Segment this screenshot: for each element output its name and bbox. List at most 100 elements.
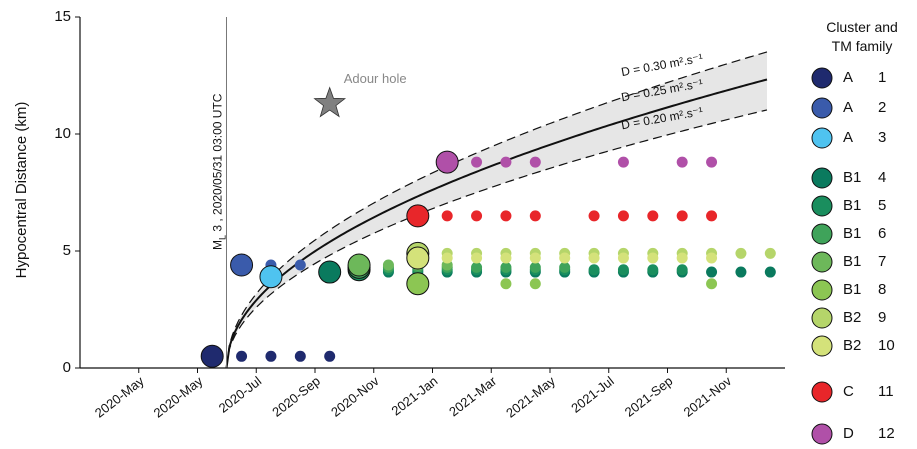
data-point xyxy=(265,350,277,362)
legend-swatch xyxy=(811,167,833,189)
legend-swatch xyxy=(811,127,833,149)
data-point xyxy=(617,252,629,264)
data-point xyxy=(647,210,659,222)
x-tick-label: 2020-Sep xyxy=(269,373,323,420)
legend-family: 8 xyxy=(878,281,886,298)
legend-family: 10 xyxy=(878,337,895,354)
data-point xyxy=(764,266,776,278)
star-marker xyxy=(313,86,347,118)
x-tick-label: 2021-Nov xyxy=(681,373,735,420)
first-event xyxy=(435,150,459,174)
data-point xyxy=(471,210,483,222)
data-point xyxy=(706,266,718,278)
uncertainty-band xyxy=(226,51,767,369)
data-point xyxy=(471,261,483,273)
legend-swatch xyxy=(811,335,833,357)
first-event xyxy=(230,253,254,277)
x-tick-label: 2020-May xyxy=(151,373,206,421)
data-point xyxy=(500,210,512,222)
data-point xyxy=(471,156,483,168)
data-point xyxy=(559,261,571,273)
legend-family: 9 xyxy=(878,309,886,326)
data-point xyxy=(382,259,394,271)
legend-name: A xyxy=(843,99,853,116)
event-text: 3 , 2020/05/31 03:00 UTC xyxy=(211,93,225,235)
data-point xyxy=(529,210,541,222)
data-point xyxy=(617,210,629,222)
legend-name: A xyxy=(843,69,853,86)
first-event xyxy=(406,204,430,228)
y-axis-label: Hypocentral Distance (km) xyxy=(13,102,30,279)
diffusion-curve xyxy=(225,51,768,369)
star-label: Adour hole xyxy=(344,71,407,86)
data-point xyxy=(294,350,306,362)
first-event xyxy=(406,272,430,296)
legend-name: B1 xyxy=(843,281,861,298)
legend-title-line: Cluster and xyxy=(826,19,898,35)
data-point xyxy=(500,278,512,290)
x-tick-label: 2021-Sep xyxy=(622,373,676,420)
x-tick-label: 2021-May xyxy=(503,373,558,421)
data-point xyxy=(735,247,747,259)
data-point xyxy=(706,278,718,290)
y-tick-label: 0 xyxy=(63,359,71,376)
x-tick-label: 2020-Nov xyxy=(328,373,382,420)
legend-swatch xyxy=(811,97,833,119)
data-point xyxy=(588,210,600,222)
data-point xyxy=(647,264,659,276)
data-point xyxy=(529,278,541,290)
legend-swatch xyxy=(811,251,833,273)
data-point xyxy=(441,252,453,264)
data-point xyxy=(676,210,688,222)
data-point xyxy=(529,156,541,168)
legend-name: B1 xyxy=(843,253,861,270)
data-point xyxy=(647,252,659,264)
legend-name: D xyxy=(843,425,854,442)
first-event xyxy=(347,253,371,277)
legend-family: 11 xyxy=(878,383,894,400)
x-tick-label: 2021-Mar xyxy=(446,373,500,419)
legend-swatch xyxy=(811,307,833,329)
data-point xyxy=(529,261,541,273)
legend-family: 12 xyxy=(878,425,895,442)
legend-family: 6 xyxy=(878,225,886,242)
legend-name: C xyxy=(843,383,854,400)
data-point xyxy=(676,252,688,264)
diffusion-curve xyxy=(225,78,768,369)
legend-family: 7 xyxy=(878,253,886,270)
data-point xyxy=(294,259,306,271)
legend-name: B1 xyxy=(843,197,861,214)
legend-family: 4 xyxy=(878,169,886,186)
legend-title-line: TM family xyxy=(832,38,893,54)
legend-name: A xyxy=(843,129,853,146)
data-point xyxy=(588,264,600,276)
data-point xyxy=(617,156,629,168)
x-tick-label: 2021-Jul xyxy=(568,373,617,416)
data-point xyxy=(617,264,629,276)
event-magnitude: M xyxy=(211,240,225,250)
legend-swatch xyxy=(811,67,833,89)
legend-swatch xyxy=(811,195,833,217)
event-label: ML 3 , 2020/05/31 03:00 UTC xyxy=(211,93,228,250)
data-point xyxy=(324,350,336,362)
legend-family: 3 xyxy=(878,129,886,146)
legend-family: 1 xyxy=(878,69,886,86)
event-subscript: L xyxy=(218,235,228,240)
data-point xyxy=(676,156,688,168)
data-point xyxy=(706,252,718,264)
data-point xyxy=(471,252,483,264)
legend-name: B1 xyxy=(843,225,861,242)
data-point xyxy=(500,156,512,168)
first-event xyxy=(259,265,283,289)
data-point xyxy=(706,156,718,168)
first-event xyxy=(318,260,342,284)
x-tick-label: 2020-May xyxy=(92,373,147,421)
x-tick-label: 2021-Jan xyxy=(389,373,441,418)
first-event xyxy=(200,344,224,368)
legend-name: B1 xyxy=(843,169,861,186)
legend-swatch xyxy=(811,279,833,301)
curve-label: D = 0.30 m².s⁻¹ xyxy=(620,51,704,79)
legend-name: B2 xyxy=(843,309,861,326)
data-point xyxy=(500,252,512,264)
